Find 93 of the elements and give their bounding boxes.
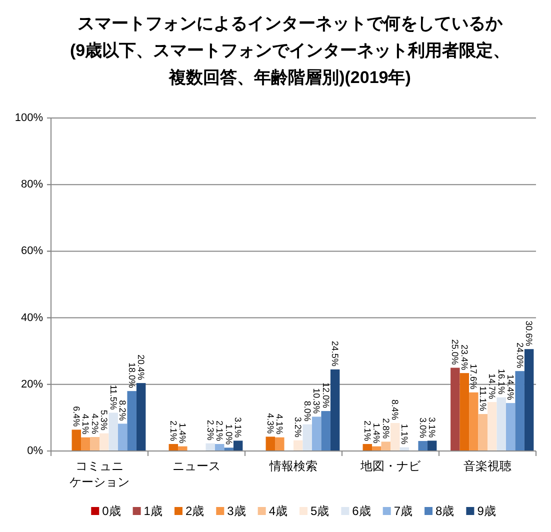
y-tick-label: 80% [20,178,44,191]
data-label: 14.4% [506,374,516,400]
bar [321,411,330,451]
legend-label: 6歳 [352,504,371,518]
bar [90,437,100,451]
bar [488,402,497,451]
legend-label: 5歳 [310,504,330,518]
bar [100,433,109,451]
bar [136,383,146,451]
data-label: 3.0% [418,417,428,438]
x-tick-label: ニュース [172,459,220,473]
data-label: 2.1% [214,420,225,442]
bar [460,373,470,451]
bar [214,444,224,451]
bar [206,443,215,451]
data-label: 4.1% [274,414,285,434]
data-label: 5.3% [99,410,110,430]
x-tick-label: 地図・ナビ [360,459,422,473]
data-label: 8.4% [390,400,400,420]
bar [496,397,506,451]
data-label: 1.4% [178,422,188,444]
data-label: 1.1% [399,424,410,444]
x-tick-label: 音楽視聴 [464,459,512,473]
bar [224,448,234,451]
legend-label: 2歳 [185,504,204,518]
bar [524,349,534,451]
bar [72,430,82,451]
data-label: 10.3% [312,388,322,414]
chart-title: スマートフォンによるインターネットで何をしているか(9歳以下、スマートフォンでインターネット利用者限定、複数回答、年齢階層別)(2019年) [70,14,510,87]
legend-label: 4歳 [268,504,288,518]
data-label: 1.0% [224,424,234,445]
bar [450,368,460,451]
bar [506,403,516,451]
data-label: 11.5% [108,384,118,410]
data-label: 24.0% [514,342,525,368]
x-tick-label: コミュニケーション [70,459,130,489]
bar [118,424,128,451]
bar [418,441,428,451]
bar [390,423,400,451]
bar [478,414,488,451]
data-label: 17.6% [468,364,479,390]
data-label: 11.1% [478,386,488,412]
bar [302,424,312,451]
legend-label: 7歳 [394,504,413,518]
bar [168,444,178,451]
data-label: 23.4% [459,344,470,370]
data-label: 3.1% [233,417,244,438]
bar [127,391,136,451]
data-label: 4.1% [80,414,91,434]
y-tick-label: 40% [20,312,44,324]
bar [427,440,437,451]
data-label: 12.0% [320,382,331,408]
data-label: 2.8% [380,418,391,439]
data-label: 16.1% [496,368,506,394]
data-label: 3.2% [293,416,304,438]
bar [233,440,243,451]
bar [330,369,340,451]
bar [381,442,390,451]
data-label: 8.0% [302,400,312,422]
data-label: 4.3% [265,413,276,434]
bar [469,392,478,451]
bar [108,412,118,451]
data-label: 2.1% [362,420,372,442]
data-label: 14.7% [487,374,498,400]
data-label: 25.0% [450,339,460,365]
data-label: 6.4% [71,406,82,427]
data-label: 3.1% [427,417,438,438]
legend-label: 0歳 [102,504,121,518]
data-label: 8.2% [118,400,128,421]
bar [362,444,372,451]
data-label: 4.2% [90,414,100,434]
legend-label: 1歳 [144,504,162,518]
x-tick-label: 情報検索 [268,459,318,473]
data-label: 20.4% [136,354,146,380]
data-label: 30.6% [524,320,534,346]
data-label: 18.0% [126,362,137,388]
y-tick-label: 20% [20,378,44,390]
legend-label: 8歳 [436,504,454,518]
legend-label: 9歳 [477,504,496,518]
bar [266,436,276,451]
data-label: 2.3% [205,420,216,440]
y-tick-label: 0% [27,445,44,457]
bar [294,440,303,451]
bar [515,371,524,451]
data-label: 2.1% [168,420,178,442]
bar [275,437,284,451]
data-label: 24.5% [330,340,340,366]
legend-label: 3歳 [227,504,246,518]
bar [81,437,90,451]
y-tick-label: 100% [14,112,44,124]
bar [312,416,322,451]
y-tick-label: 60% [20,245,44,258]
data-label: 1.4% [372,422,382,444]
